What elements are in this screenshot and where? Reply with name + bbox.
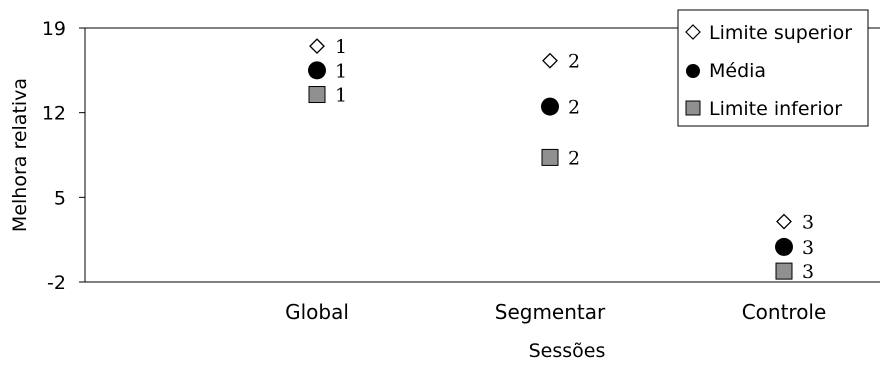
y-tick-label: -2 (47, 272, 66, 294)
legend-diamond-icon (685, 24, 701, 40)
legend-label-upper: Limite superior (709, 22, 852, 44)
point-data-label: 2 (568, 51, 580, 73)
legend-box (677, 9, 869, 127)
point-data-label: 2 (568, 147, 580, 169)
point-data-label: 1 (335, 36, 347, 58)
legend-label-lower: Limite inferior (709, 98, 842, 120)
y-ticks: 19 12 5 -2 (42, 18, 85, 294)
lower-limit-point (308, 86, 326, 104)
point-data-label: 3 (802, 261, 814, 283)
upper-limit-point (776, 213, 792, 230)
mean-point (308, 61, 326, 80)
mean-point (541, 97, 559, 116)
legend: Limite superior Média Limite inferior (677, 9, 869, 127)
upper-limit-point (542, 52, 558, 69)
x-category-label: Controle (742, 300, 827, 324)
lower-limit-point (541, 148, 559, 166)
point-data-label: 1 (335, 85, 347, 107)
y-tick-label: 5 (54, 187, 66, 209)
x-category-labels: Global Segmentar Controle (285, 300, 826, 324)
y-axis-title: Melhora relativa (9, 78, 31, 232)
x-axis-title: Sessões (529, 340, 606, 362)
x-category-label: Segmentar (495, 300, 606, 324)
upper-limit-point (309, 38, 325, 55)
point-data-label: 1 (335, 60, 347, 82)
data-points: 1 2 3 1 2 3 1 2 3 (308, 36, 814, 283)
x-category-label: Global (285, 300, 349, 324)
point-data-label: 3 (802, 237, 814, 259)
point-data-label: 2 (568, 97, 580, 119)
legend-circle-icon (686, 64, 700, 78)
legend-square-icon (685, 100, 701, 116)
y-tick-label: 19 (42, 18, 66, 40)
legend-label-mean: Média (709, 60, 766, 82)
lower-limit-point (775, 262, 793, 280)
y-tick-label: 12 (42, 103, 66, 125)
point-data-label: 3 (802, 212, 814, 234)
mean-point (775, 237, 793, 256)
